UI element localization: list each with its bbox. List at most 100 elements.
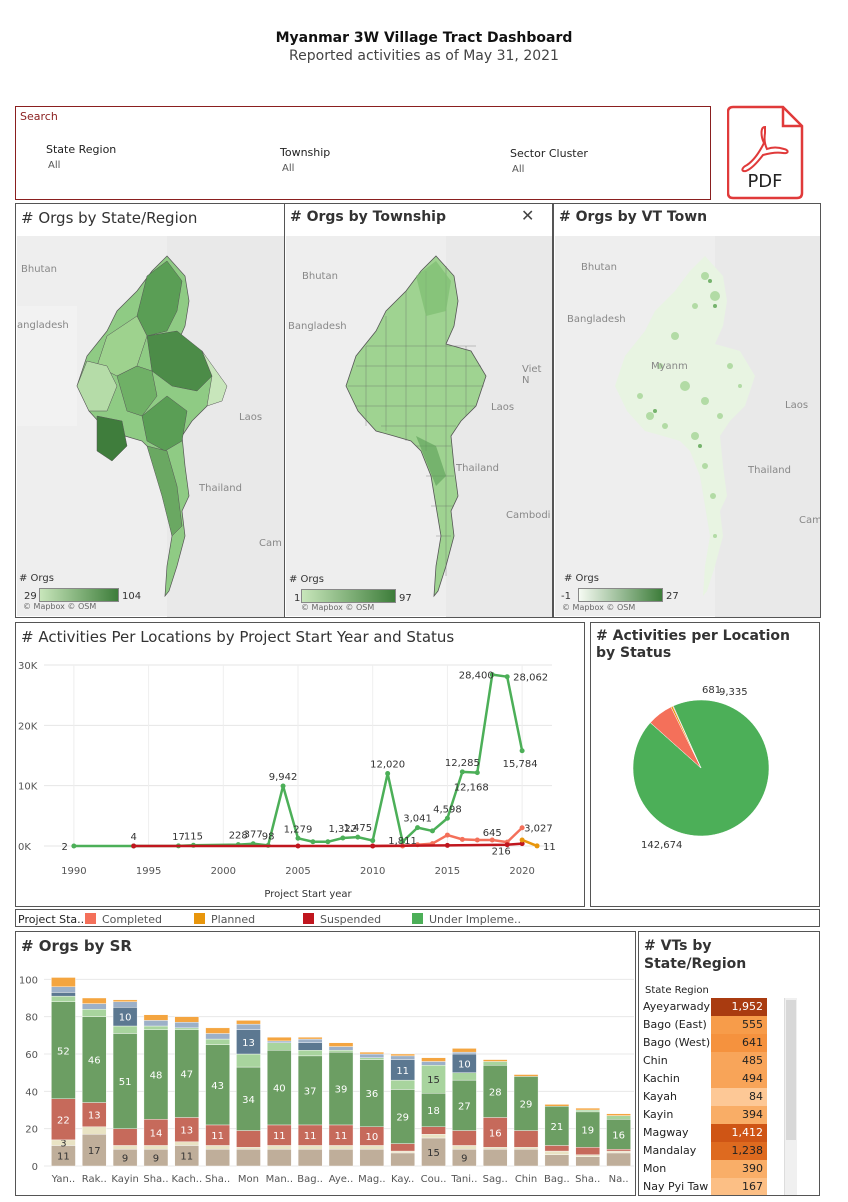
bar-segment-label: 40 xyxy=(273,1084,286,1095)
bar-segment xyxy=(421,1057,446,1062)
data-point xyxy=(519,825,525,831)
table-row[interactable]: Kayin 394 xyxy=(639,1106,782,1124)
legend-item-under-implementation[interactable]: Under Impleme.. xyxy=(412,913,521,926)
data-label: 9,942 xyxy=(269,772,298,783)
bar-segment-label: 16 xyxy=(612,1130,625,1141)
x-tick-label: Mon xyxy=(238,1174,259,1185)
vt-map-svg xyxy=(615,236,820,617)
legend-item-suspended[interactable]: Suspended xyxy=(303,913,381,926)
bar-segment xyxy=(482,1148,508,1167)
x-tick-label: Cou.. xyxy=(421,1174,447,1185)
data-point xyxy=(519,837,525,843)
y-tick-label: 0K xyxy=(18,842,31,853)
bar-segment xyxy=(482,1147,508,1150)
data-point xyxy=(385,770,391,776)
data-point xyxy=(295,835,301,841)
table-row[interactable]: Kayah 84 xyxy=(639,1088,782,1106)
bar-segment xyxy=(297,1038,323,1043)
scrollbar-thumb[interactable] xyxy=(786,1000,796,1140)
data-label: 1,475 xyxy=(343,823,372,834)
data-point xyxy=(71,843,77,849)
table-row[interactable]: Mandalay 1,238 xyxy=(639,1142,782,1160)
bar-segment xyxy=(606,1150,631,1154)
legend-item-completed[interactable]: Completed xyxy=(85,913,162,926)
state-region-filter[interactable]: State Region All xyxy=(46,143,226,179)
data-label: 115 xyxy=(184,831,203,842)
bar-segment xyxy=(297,1050,323,1057)
table-cell-value: 84 xyxy=(711,1088,767,1106)
table-row[interactable]: Mon 390 xyxy=(639,1160,782,1178)
bar-segment xyxy=(205,1148,230,1167)
table-row[interactable]: Magway 1,412 xyxy=(639,1124,782,1142)
legend-swatch xyxy=(194,913,205,924)
table-scrollbar[interactable] xyxy=(784,998,797,1195)
data-point xyxy=(474,837,480,843)
line-chart[interactable]: 0K 10K 20K 30K 1990 1995 2000 2005 2010 2015 2020 P… xyxy=(16,623,584,906)
legend-max: 104 xyxy=(122,591,142,602)
y-tick-label: 30K xyxy=(18,661,38,672)
data-point xyxy=(370,838,376,844)
table-row[interactable]: Kachin 494 xyxy=(639,1070,782,1088)
series-line xyxy=(521,838,538,848)
bar-segment-label: 16 xyxy=(489,1128,502,1139)
x-tick-label: Sha.. xyxy=(205,1174,230,1185)
bar-segment-label: 28 xyxy=(489,1087,502,1098)
township-filter[interactable]: Township All xyxy=(280,146,460,182)
bar-segment xyxy=(421,1137,446,1167)
pdf-export-button[interactable]: PDF xyxy=(726,105,804,200)
bar-segment-label: 43 xyxy=(211,1081,224,1092)
legend-gradient xyxy=(39,588,119,602)
panel-title: # Orgs by Township xyxy=(290,209,446,225)
x-tick-label: Yan.. xyxy=(51,1174,76,1185)
vt-map[interactable]: Bhutan Bangladesh Myanm Laos Thailand Ca… xyxy=(555,236,820,617)
table-row[interactable]: Bago (East) 555 xyxy=(639,1016,782,1034)
map-panel-state: # Orgs by State/Region Bhutan angladesh … xyxy=(15,203,285,618)
x-tick-label: Bag.. xyxy=(544,1174,570,1185)
bar-segment xyxy=(174,1022,200,1029)
bar-segment-label: 11 xyxy=(211,1131,224,1142)
legend-label: Suspended xyxy=(320,913,382,926)
table-cell-name: Chin xyxy=(643,1054,668,1067)
filter-label: State Region xyxy=(46,143,117,156)
map-label: Viet N xyxy=(522,364,542,386)
sector-cluster-filter[interactable]: Sector Cluster All xyxy=(510,147,690,183)
table-row[interactable]: Nay Pyi Taw 167 xyxy=(639,1178,782,1195)
map-label: Bangladesh xyxy=(288,321,347,332)
table-column-header: State Region xyxy=(645,985,709,996)
legend-max: 97 xyxy=(399,593,412,604)
table-cell-name: Mandalay xyxy=(643,1144,697,1157)
bar-segment-label: 11 xyxy=(396,1066,409,1077)
panel-title: # Orgs by State/Region xyxy=(21,209,198,227)
data-label: 11 xyxy=(543,842,556,853)
table-row[interactable]: Bago (West) 641 xyxy=(639,1034,782,1052)
bar-segment xyxy=(482,1061,508,1066)
township-map[interactable]: Bhutan Bangladesh Viet N Laos Thailand C… xyxy=(286,236,552,617)
data-point xyxy=(310,839,316,845)
bar-segment xyxy=(482,1117,508,1148)
y-tick-label: 20 xyxy=(25,1125,38,1136)
map-label: Thailand xyxy=(748,465,791,476)
table-row[interactable]: Chin 485 xyxy=(639,1052,782,1070)
bar-segment-label: 15 xyxy=(427,1148,440,1159)
bar-segment xyxy=(606,1113,631,1116)
bar-segment xyxy=(421,1064,446,1094)
bar-segment xyxy=(359,1148,385,1167)
bar-segment xyxy=(606,1119,631,1150)
legend-item-planned[interactable]: Planned xyxy=(194,913,255,926)
bar-segment xyxy=(297,1042,323,1051)
bar-segment xyxy=(606,1152,631,1167)
bar-segment xyxy=(205,1145,230,1150)
table-cell-value: 641 xyxy=(711,1034,767,1052)
state-map[interactable]: Bhutan angladesh Laos Thailand Cam xyxy=(17,236,284,617)
close-icon[interactable]: ✕ xyxy=(521,206,535,225)
bar-segment xyxy=(421,1134,446,1139)
bar-chart[interactable]: 0 20 40 60 80 100 11 3 22 52 Yan.. 17 13 46 Rak.. 9 51 10… xyxy=(16,932,635,1195)
bar-segment-label: 13 xyxy=(180,1126,193,1137)
table-cell-name: Mon xyxy=(643,1162,667,1175)
bar-segment-label: 10 xyxy=(119,1013,132,1024)
bar-segment-label: 46 xyxy=(88,1056,101,1067)
vt-table-body: Ayeyarwady 1,952 Bago (East) 555 Bago (West)… xyxy=(639,998,782,1195)
table-row[interactable]: Ayeyarwady 1,952 xyxy=(639,998,782,1016)
bar-segment xyxy=(390,1053,415,1057)
